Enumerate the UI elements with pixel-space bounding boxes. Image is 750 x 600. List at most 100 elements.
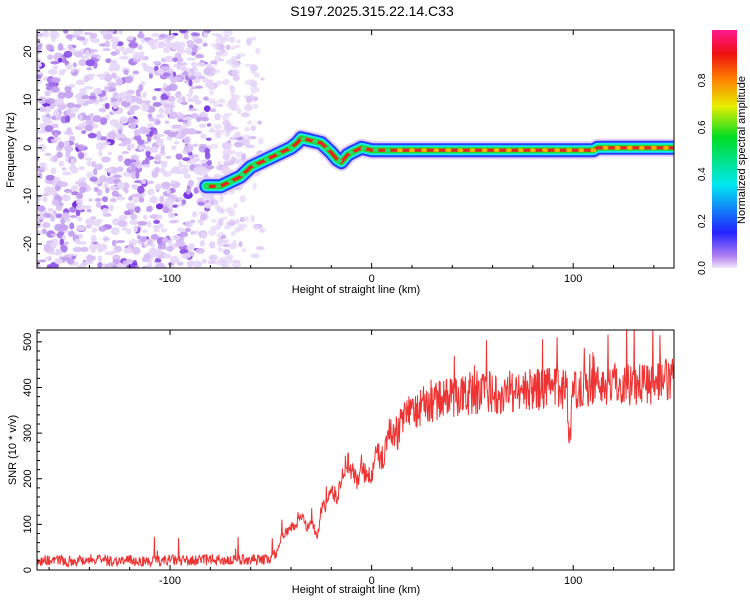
noise-blob [81,246,88,252]
noise-blob [110,250,119,254]
noise-blob [44,125,54,133]
noise-blob [86,160,92,167]
noise-blob [116,196,126,201]
noise-blob [214,113,221,121]
noise-blob [187,70,192,78]
noise-blob [202,77,210,83]
noise-blob [126,263,136,268]
noise-blob [38,259,47,263]
ridge-point [324,146,331,151]
noise-blob [180,130,187,138]
noise-blob [96,56,101,60]
noise-blob [106,131,117,138]
noise-blob [201,258,207,264]
noise-blob [216,240,224,247]
noise-blob [63,30,69,34]
noise-blob [245,144,255,149]
noise-blob [118,214,126,222]
noise-blob [105,30,115,33]
noise-blob [229,244,238,248]
noise-blob [129,123,137,129]
noise-blob [69,206,77,213]
noise-blob [179,231,189,238]
noise-blob [209,127,215,133]
noise-blob [223,224,232,230]
noise-blob [167,131,178,138]
noise-blob [128,196,133,201]
noise-blob [155,138,165,143]
noise-blob [185,47,192,55]
noise-blob [226,37,236,42]
noise-blob [219,194,224,203]
noise-blob [158,167,166,173]
noise-blob [172,204,178,208]
noise-blob [45,174,55,181]
noise-blob [60,244,68,253]
noise-blob [144,145,152,152]
noise-blob [61,212,70,220]
noise-blob [178,64,187,71]
noise-blob [104,74,113,82]
noise-blob [84,124,94,132]
noise-blob [204,199,210,204]
noise-blob [132,185,138,191]
noise-blob [207,260,217,265]
noise-blob [231,69,240,77]
noise-blob [111,98,118,102]
noise-blob [125,47,135,54]
ridge-point [203,184,210,189]
noise-blob [190,156,200,163]
noise-blob [153,228,160,233]
ridge-point [263,157,270,162]
noise-blob [56,180,64,187]
noise-blob [61,194,71,202]
noise-blob [110,59,117,64]
noise-blob [128,143,135,149]
noise-blob [182,119,189,124]
noise-blob [240,139,250,146]
noise-blob [112,101,119,109]
noise-blob [195,247,205,254]
noise-blob [63,241,70,246]
noise-blob [177,261,184,266]
noise-blob [155,120,161,124]
noise-blob [72,30,83,36]
y-tick-label: 300 [22,424,34,442]
bottom-frame [36,329,675,571]
noise-blob [235,151,243,158]
ridge-point [421,148,428,153]
ridge-point [312,139,319,144]
noise-blob [138,83,144,92]
noise-blob [202,42,208,47]
noise-blob [86,255,97,261]
noise-blob [214,54,221,62]
y-tick-label: 500 [22,333,34,351]
ridge-point [372,148,379,153]
noise-blob [111,239,117,247]
noise-blob [98,247,103,254]
ridge-point [215,184,222,189]
noise-blob [172,234,181,241]
noise-blob [49,83,57,88]
noise-blob [62,171,72,176]
noise-blob [50,77,61,84]
noise-blob [160,93,169,101]
noise-blob [245,37,252,46]
noise-blob [224,132,230,137]
ridge-point [650,145,657,150]
noise-blob [38,106,47,112]
noise-blob [255,47,261,55]
noise-blob [190,32,198,37]
y-tick-label: 400 [22,378,34,396]
noise-blob [100,156,111,163]
noise-blob [180,41,186,49]
noise-blob [250,70,256,74]
noise-blob [146,180,155,185]
noise-blob [148,72,153,79]
x-tick-label: -100 [159,273,181,285]
noise-blob [197,75,206,79]
ridge-point [529,148,536,153]
noise-blob [81,130,87,135]
noise-blob [56,232,63,239]
noise-blob [98,149,103,157]
